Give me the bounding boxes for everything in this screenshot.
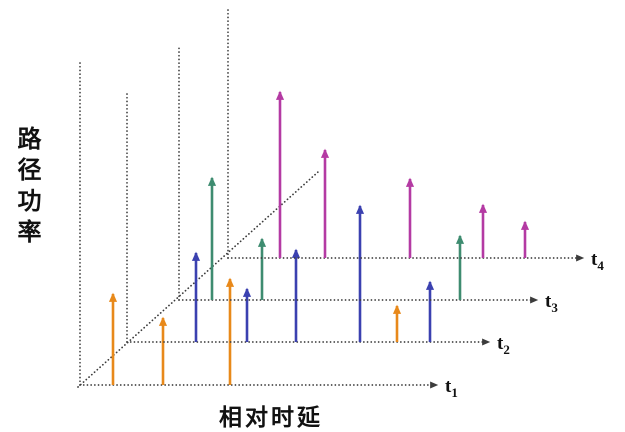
x-axis-label: 相对时延 [219, 404, 323, 430]
time-label-t2: t2 [497, 333, 510, 357]
y-axis-label: 路径功率 [13, 126, 40, 250]
time-label-t1: t1 [445, 376, 458, 400]
time-label-t3: t3 [545, 291, 558, 315]
time-label-t4: t4 [591, 249, 604, 273]
